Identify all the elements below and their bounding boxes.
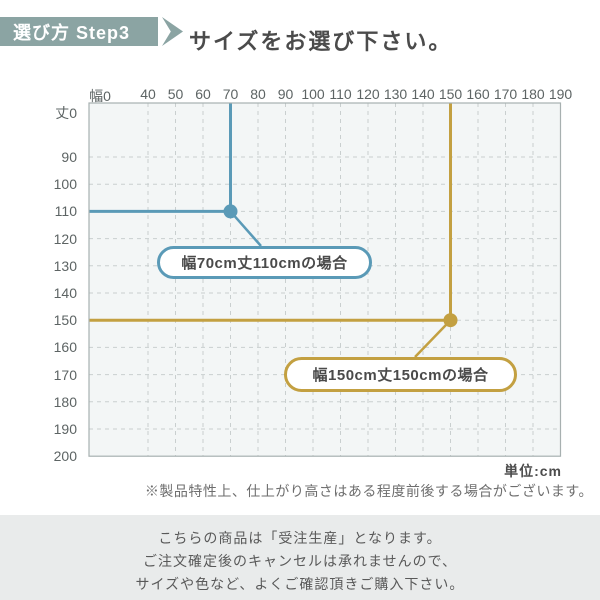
y-axis-tick: 120 <box>53 230 77 247</box>
callout-label: 幅150cm丈150cmの場合 <box>312 367 489 384</box>
y-axis-tick: 110 <box>54 203 77 220</box>
y-axis-tick: 180 <box>53 393 77 410</box>
x-axis-tick: 60 <box>195 86 211 102</box>
step-badge: 選び方 Step3 <box>0 17 158 46</box>
notice-line: サイズや色など、よくご確認頂きご購入下さい。 <box>135 576 465 592</box>
unit-label: 単位:cm <box>504 463 562 479</box>
callout-width70-height110: 幅70cm丈110cmの場合 <box>157 246 372 279</box>
y-axis-tick: 100 <box>53 176 77 193</box>
x-axis-tick: 140 <box>411 86 435 102</box>
y-axis-tick: 140 <box>53 285 77 301</box>
x-axis-tick: 50 <box>167 86 184 102</box>
x-axis-tick: 40 <box>140 86 156 102</box>
x-axis-tick: 120 <box>356 86 380 102</box>
step-badge-label: 選び方 Step3 <box>13 22 131 43</box>
y-axis-tick: 130 <box>53 257 77 274</box>
y-axis-tick: 190 <box>53 421 77 437</box>
y-axis-tick: 200 <box>53 448 77 465</box>
x-axis-tick: 170 <box>493 86 518 102</box>
y-axis-tick: 150 <box>53 312 77 329</box>
x-axis-tick: 160 <box>466 86 490 102</box>
notice-line: こちらの商品は「受注生産」となります。 <box>158 530 442 546</box>
x-axis-tick: 190 <box>548 86 573 102</box>
x-axis-tick: 90 <box>277 86 294 102</box>
callout-width150-height150: 幅150cm丈150cmの場合 <box>284 357 517 392</box>
y-axis-tick: 丈0 <box>55 105 77 121</box>
notice-line: ご注文確定後のキャンセルは承れませんので、 <box>142 553 458 569</box>
y-axis-tick: 90 <box>61 149 77 165</box>
x-axis-tick: 150 <box>438 86 463 102</box>
page-title: サイズをお選び下さい。 <box>189 29 453 54</box>
x-axis-tick: 110 <box>329 86 352 102</box>
y-axis-tick: 170 <box>53 366 77 383</box>
y-axis-tick: 160 <box>53 339 77 356</box>
x-axis-tick: 80 <box>250 86 266 102</box>
callout-connector <box>414 319 452 358</box>
grid-background <box>89 103 561 457</box>
x-axis-tick: 100 <box>301 86 325 102</box>
x-axis-tick: 70 <box>222 86 239 102</box>
order-notice-box: こちらの商品は「受注生産」となります。 ご注文確定後のキャンセルは承れませんので… <box>0 515 600 600</box>
x-axis-tick: 幅0 <box>89 88 111 104</box>
callout-connector <box>229 210 262 247</box>
selection-point <box>443 313 458 328</box>
callout-label: 幅70cm丈110cmの場合 <box>181 255 348 272</box>
selection-point <box>223 204 238 219</box>
x-axis-tick: 180 <box>521 86 545 102</box>
grid-border <box>88 102 562 457</box>
x-axis-tick: 130 <box>383 86 408 102</box>
tolerance-note: ※製品特性上、仕上がり高さはある程度前後する場合がございます。 <box>144 483 593 499</box>
